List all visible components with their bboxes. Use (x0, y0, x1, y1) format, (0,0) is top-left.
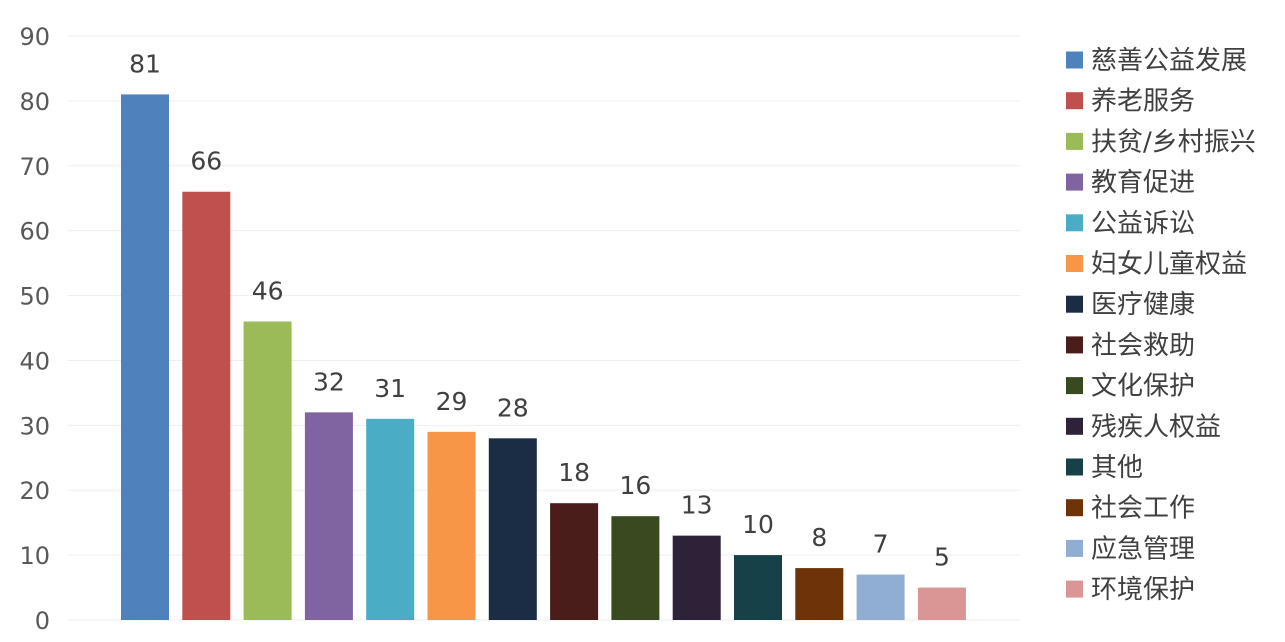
legend-label-11: 其他 (1091, 453, 1143, 483)
data-label-13: 7 (873, 530, 889, 559)
legend-label-6: 妇女儿童权益 (1091, 250, 1247, 280)
data-label-14: 5 (934, 543, 950, 572)
bar-3 (243, 321, 292, 620)
bar-5 (366, 418, 415, 620)
bar-7 (488, 438, 537, 620)
legend-swatch-5 (1066, 214, 1083, 232)
legend-swatch-13 (1066, 539, 1083, 557)
data-labels-group: 81 66 46 32 31 29 28 18 16 13 10 8 7 5 (129, 49, 950, 571)
y-tick-label: 20 (19, 477, 50, 505)
data-label-10: 13 (681, 491, 713, 520)
legend-label-13: 应急管理 (1091, 534, 1195, 564)
legend-swatch-3 (1066, 132, 1083, 150)
bar-13 (856, 574, 905, 620)
legend-label-5: 公益诉讼 (1091, 209, 1195, 239)
legend-label-1: 慈善公益发展 (1091, 46, 1247, 76)
legend-label-4: 教育促进 (1091, 168, 1195, 198)
legend-swatch-7 (1066, 295, 1083, 313)
y-tick-label: 10 (19, 542, 50, 570)
bar-12 (795, 568, 844, 620)
bar-8 (550, 503, 599, 620)
y-tick-label: 80 (19, 88, 50, 116)
bar-4 (304, 412, 353, 620)
legend-label-7: 医疗健康 (1091, 290, 1195, 320)
y-tick-label: 60 (19, 218, 50, 246)
bar-6 (427, 431, 476, 620)
bar-10 (672, 535, 721, 620)
data-label-11: 10 (742, 510, 774, 539)
legend-swatch-2 (1066, 92, 1083, 110)
data-label-8: 18 (558, 458, 590, 487)
data-label-2: 66 (190, 147, 222, 176)
bar-14 (917, 587, 966, 620)
data-label-3: 46 (252, 277, 284, 306)
legend: 慈善公益发展养老服务扶贫/乡村振兴教育促进公益诉讼妇女儿童权益医疗健康社会救助文… (1066, 46, 1256, 605)
data-label-7: 28 (497, 393, 529, 422)
y-axis: 0 10 20 30 40 50 60 70 80 90 (19, 23, 50, 635)
legend-swatch-1 (1066, 51, 1083, 69)
data-label-9: 16 (619, 471, 651, 500)
y-tick-label: 50 (19, 283, 50, 311)
legend-swatch-9 (1066, 377, 1083, 395)
y-tick-label: 0 (35, 607, 50, 635)
data-label-4: 32 (313, 367, 345, 396)
legend-swatch-11 (1066, 458, 1083, 476)
bar-11 (734, 555, 782, 620)
legend-swatch-12 (1066, 499, 1083, 517)
legend-label-9: 文化保护 (1091, 372, 1195, 402)
legend-swatch-8 (1066, 336, 1083, 354)
legend-label-3: 扶贫/乡村振兴 (1091, 127, 1256, 157)
y-tick-label: 70 (19, 153, 50, 181)
data-label-5: 31 (374, 374, 406, 403)
bar-1 (121, 94, 169, 620)
data-label-12: 8 (811, 523, 827, 552)
legend-label-8: 社会救助 (1091, 331, 1195, 361)
legend-label-10: 残疾人权益 (1091, 412, 1221, 442)
y-tick-label: 90 (19, 23, 50, 51)
data-label-6: 29 (436, 387, 468, 416)
y-tick-label: 30 (19, 412, 50, 440)
y-tick-label: 40 (19, 347, 50, 375)
bar-2 (182, 191, 231, 620)
legend-swatch-14 (1066, 580, 1083, 598)
bars-group (121, 94, 966, 620)
legend-label-12: 社会工作 (1091, 494, 1195, 524)
data-label-1: 81 (129, 49, 161, 78)
legend-swatch-10 (1066, 417, 1083, 435)
legend-label-2: 养老服务 (1091, 87, 1195, 117)
bar-9 (611, 516, 660, 620)
legend-swatch-6 (1066, 255, 1083, 272)
legend-label-14: 环境保护 (1091, 575, 1195, 605)
legend-swatch-4 (1066, 173, 1083, 191)
